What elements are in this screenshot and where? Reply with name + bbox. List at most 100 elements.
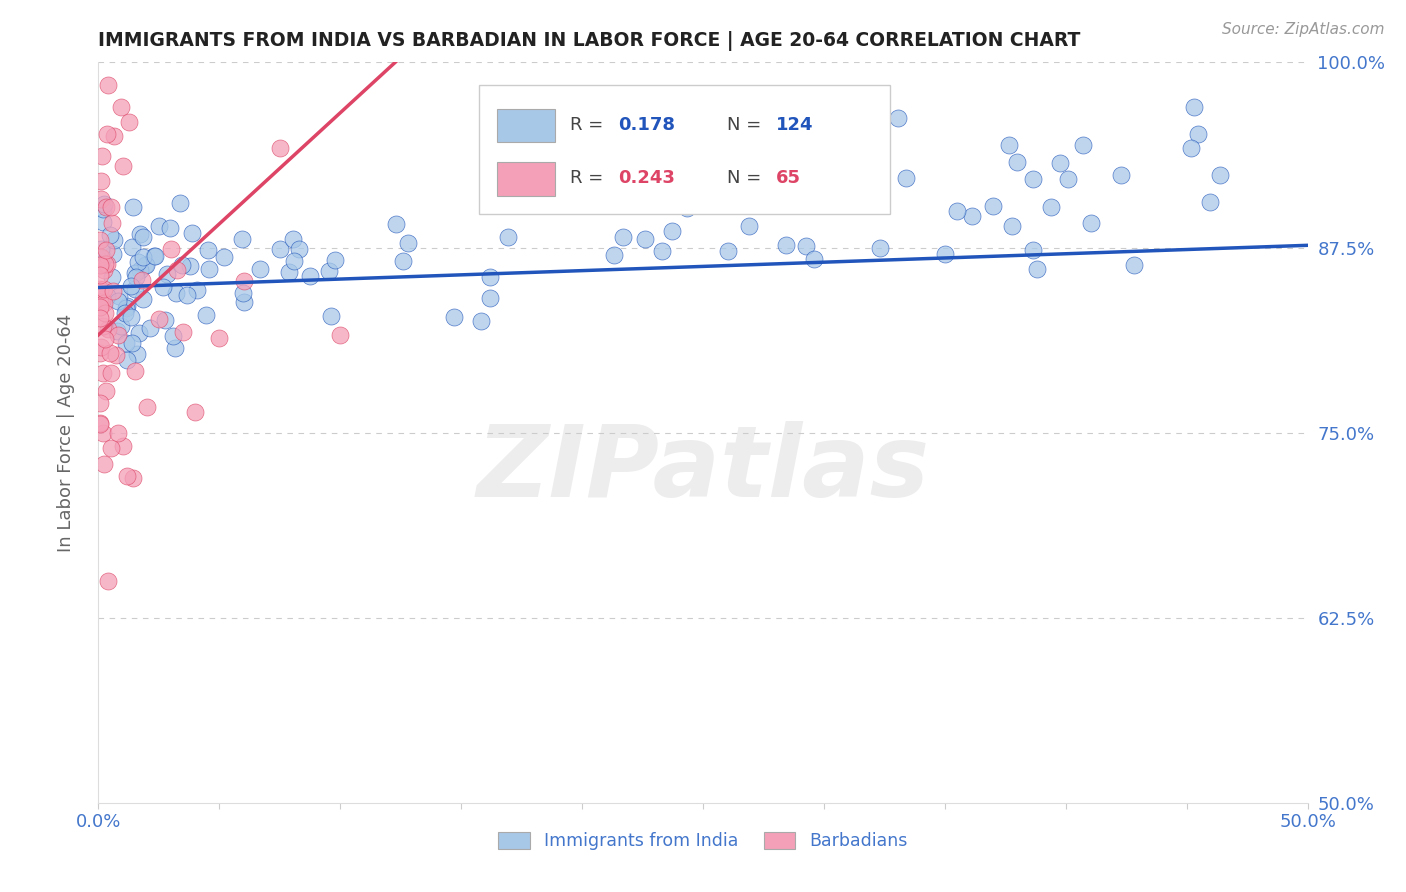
Point	[89, 311, 111, 326]
Point	[648, 175, 671, 189]
Point	[184, 405, 207, 419]
Point	[283, 254, 305, 268]
Point	[479, 269, 502, 284]
Point	[651, 244, 673, 258]
Point	[89, 233, 111, 247]
Point	[90, 149, 112, 163]
Point	[231, 232, 253, 246]
Point	[278, 265, 301, 279]
Point	[1187, 128, 1209, 142]
Point	[91, 215, 114, 229]
Point	[125, 347, 148, 361]
Point	[100, 200, 122, 214]
Point	[1057, 172, 1080, 186]
Text: ZIPatlas: ZIPatlas	[477, 421, 929, 518]
Point	[110, 100, 132, 114]
Point	[89, 268, 111, 282]
Point	[946, 203, 969, 218]
Point	[103, 233, 125, 247]
Point	[111, 159, 134, 173]
Point	[117, 469, 139, 483]
Point	[165, 342, 187, 356]
Point	[612, 230, 634, 244]
Point	[598, 194, 620, 209]
Point	[100, 441, 122, 455]
Point	[717, 244, 740, 258]
Point	[117, 299, 139, 313]
Point	[142, 249, 165, 263]
Text: 65: 65	[776, 169, 800, 186]
Point	[470, 314, 492, 328]
Point	[91, 202, 114, 216]
Text: N =: N =	[727, 116, 768, 134]
Text: 0.178: 0.178	[619, 116, 675, 134]
Point	[603, 248, 626, 262]
Point	[186, 283, 208, 297]
Point	[135, 400, 157, 414]
Point	[128, 326, 150, 340]
Point	[100, 216, 122, 230]
Point	[100, 228, 122, 243]
Point	[90, 242, 112, 256]
Point	[794, 239, 817, 253]
Point	[91, 318, 114, 333]
Point	[127, 255, 149, 269]
Point	[269, 242, 291, 256]
Point	[159, 221, 181, 235]
Point	[1049, 155, 1071, 169]
Point	[896, 171, 918, 186]
Point	[107, 426, 129, 441]
Point	[91, 367, 114, 381]
Bar	[498, 109, 555, 143]
Point	[232, 274, 254, 288]
Point	[89, 416, 111, 430]
Point	[115, 301, 138, 316]
Point	[443, 310, 465, 324]
Bar	[498, 162, 555, 195]
Point	[91, 251, 114, 265]
Point	[232, 285, 254, 300]
Point	[869, 165, 891, 179]
Point	[97, 78, 120, 92]
Point	[101, 269, 124, 284]
Point	[288, 243, 311, 257]
Point	[998, 138, 1021, 153]
Point	[111, 439, 134, 453]
Point	[107, 293, 129, 308]
Legend: Immigrants from India, Barbadians: Immigrants from India, Barbadians	[492, 825, 914, 857]
Point	[156, 267, 179, 281]
Point	[249, 261, 271, 276]
Point	[172, 258, 194, 272]
Point	[676, 201, 699, 215]
Point	[135, 258, 157, 272]
Text: R =: R =	[569, 169, 609, 186]
Point	[325, 253, 347, 268]
Point	[634, 232, 657, 246]
Point	[94, 244, 117, 258]
Point	[94, 200, 117, 214]
Point	[208, 331, 231, 345]
Point	[811, 179, 834, 194]
Point	[139, 321, 162, 335]
Point	[93, 306, 115, 320]
Point	[93, 282, 115, 296]
Point	[148, 312, 170, 326]
Point	[385, 217, 408, 231]
Point	[1022, 243, 1045, 257]
Point	[181, 227, 204, 241]
Point	[94, 333, 117, 347]
Point	[124, 266, 146, 280]
Point	[134, 258, 156, 272]
Point	[89, 346, 111, 360]
Point	[651, 192, 673, 206]
Point	[738, 219, 761, 233]
Point	[100, 367, 122, 381]
Point	[148, 219, 170, 233]
Point	[1040, 200, 1063, 214]
Point	[197, 244, 219, 258]
Point	[90, 250, 112, 264]
Point	[318, 264, 340, 278]
Point	[101, 284, 124, 298]
Point	[117, 115, 139, 129]
Text: N =: N =	[727, 169, 768, 186]
